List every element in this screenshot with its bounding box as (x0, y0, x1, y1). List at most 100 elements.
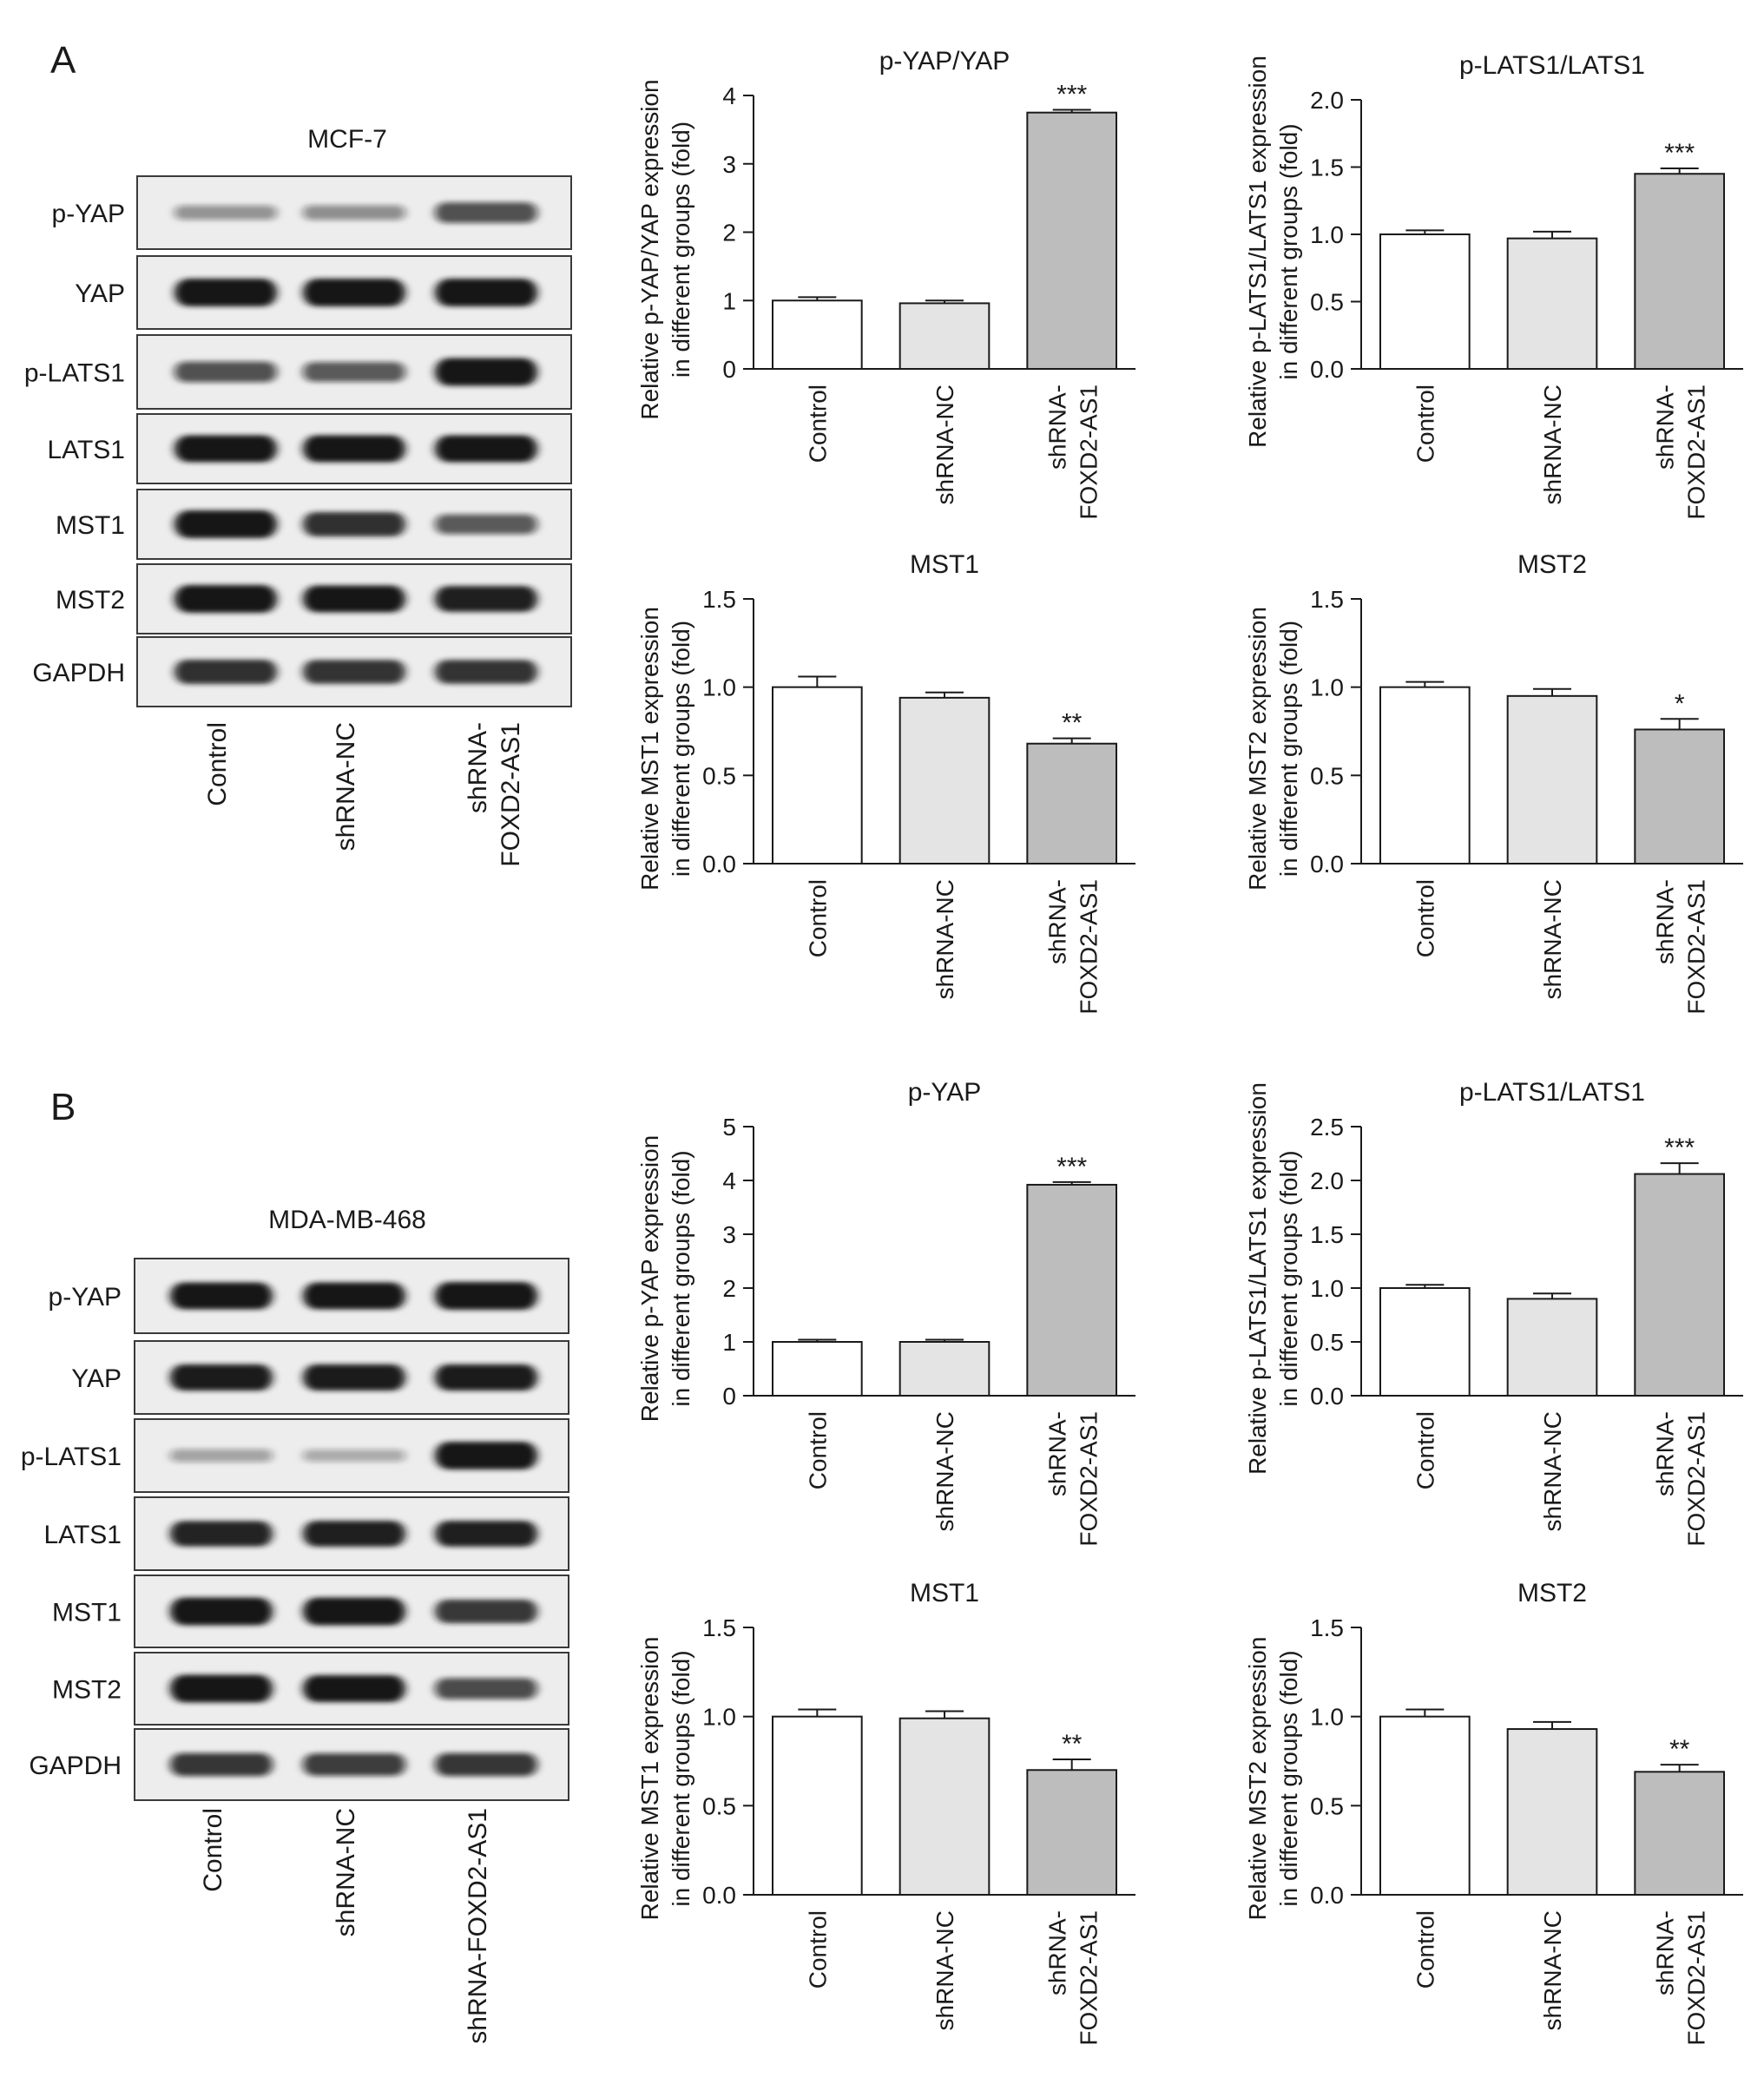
y-tick-label: 1.5 (702, 586, 736, 613)
bar-chart-B-mst1: MST1 0.0 0.5 1.0 1.5 Relative MST1 expression… (636, 1579, 1135, 2046)
significance-label: *** (1664, 139, 1695, 168)
bar-control (772, 299, 863, 370)
chart-title: p-LATS1/LATS1 (1459, 51, 1645, 80)
y-axis-label: Relative p-LATS1/LATS1 expression in diff… (1244, 1082, 1302, 1475)
x-tick-label: Control (1412, 1910, 1438, 1989)
blot-band (303, 1364, 405, 1391)
y-tick-label: 1.0 (1310, 674, 1344, 701)
blot-band (435, 1442, 537, 1469)
bar-control (1379, 686, 1471, 865)
x-tick-label: shRNA- FOXD2-AS1 (1652, 1910, 1710, 2046)
y-tick-label: 1 (722, 1329, 736, 1356)
bar-control (772, 1341, 863, 1397)
bar-shrna-nc (898, 1341, 991, 1397)
lane-label: shRNA-FOXD2-AS1 (464, 722, 525, 867)
blot-band (303, 1597, 405, 1626)
x-tick-label: shRNA- FOXD2-AS1 (1652, 1411, 1710, 1547)
bar-control (772, 1715, 863, 1896)
panel-letter: B (50, 1086, 76, 1128)
chart-title: MST1 (910, 1579, 979, 1607)
blot-row-label: MST1 (56, 511, 125, 540)
blot-band (303, 435, 405, 463)
y-tick-label: 1.0 (702, 1704, 736, 1731)
bar-shrna-foxd2-as1 (1634, 1771, 1726, 1896)
y-tick-label: 2 (722, 1275, 736, 1302)
blot-row-label: GAPDH (29, 1752, 122, 1780)
blot-band (435, 358, 537, 386)
blot-band (170, 1449, 273, 1463)
blot-panel-A: A MCF-7 p-YAP YAP p-LATS1 LATS1 MST1 MST2 GAPDH C… (24, 39, 572, 867)
y-axis-label: Relative MST1 expression in different gro… (636, 607, 694, 891)
bar-control (1379, 1715, 1471, 1896)
bar-shrna-nc (1506, 1298, 1598, 1397)
y-tick-label: 0.5 (1310, 762, 1344, 789)
bar-shrna-nc (898, 696, 991, 864)
bar-control (1379, 1287, 1471, 1397)
bar-shrna-foxd2-as1 (1634, 728, 1726, 865)
bar-shrna-foxd2-as1 (1026, 1769, 1118, 1897)
x-tick-label: Control (804, 385, 831, 463)
blot-band (303, 1282, 405, 1310)
blot-band (303, 1753, 405, 1776)
y-tick-label: 1.5 (1310, 154, 1344, 181)
blot-row-lats1: LATS1 (48, 413, 572, 484)
blot-band (435, 1678, 537, 1699)
blot-row-gapdh: GAPDH (32, 636, 572, 707)
x-tick-label: Control (1412, 1411, 1438, 1489)
y-tick-label: 1.5 (1310, 1614, 1344, 1641)
blot-row-yap: YAP (71, 1340, 569, 1415)
x-tick-label: Control (1412, 385, 1438, 463)
blot-band (303, 362, 405, 382)
blot-band (170, 1364, 273, 1391)
blot-row-label: LATS1 (48, 436, 126, 464)
blot-row-mst2: MST2 (56, 563, 572, 634)
y-axis-label: Relative MST2 expression in different gro… (1244, 607, 1302, 891)
blot-row-label: YAP (71, 1364, 122, 1393)
y-axis-label: Relative MST1 expression in different gro… (636, 1637, 694, 1921)
blot-row-label: MST1 (52, 1599, 122, 1627)
y-tick-label: 5 (722, 1114, 736, 1141)
bar-shrna-nc (1506, 1728, 1598, 1897)
blot-row-label: MST2 (56, 586, 125, 615)
y-tick-label: 0.0 (1310, 356, 1344, 383)
bar-chart-B-mst2: MST2 0.0 0.5 1.0 1.5 Relative MST2 expression… (1244, 1579, 1743, 2046)
y-tick-label: 1.5 (1310, 586, 1344, 613)
bar-chart-A-p-yap-yap: p-YAP/YAP 0 1 2 3 4 Relative p-YAP/YAP express… (636, 47, 1135, 520)
x-tick-label: shRNA- FOXD2-AS1 (1652, 879, 1710, 1015)
y-tick-label: 0.0 (1310, 1882, 1344, 1909)
blot-band (303, 1521, 405, 1547)
blot-band (435, 1752, 537, 1777)
blot-band (435, 1521, 537, 1547)
blot-row-label: LATS1 (44, 1521, 122, 1549)
significance-label: * (1675, 689, 1685, 718)
x-tick-label: shRNA- FOXD2-AS1 (1044, 1411, 1102, 1547)
bar-chart-A-mst2: MST2 0.0 0.5 1.0 1.5 Relative MST2 expression… (1244, 550, 1743, 1015)
y-tick-label: 1.5 (1310, 1221, 1344, 1248)
blot-row-label: p-YAP (49, 1283, 122, 1312)
significance-label: *** (1056, 81, 1087, 109)
x-tick-label: shRNA- FOXD2-AS1 (1652, 385, 1710, 520)
blot-band (174, 205, 277, 220)
bar-charts: p-YAP/YAP 0 1 2 3 4 Relative p-YAP/YAP express… (636, 47, 1743, 2046)
blot-row-mst2: MST2 (52, 1652, 569, 1726)
bar-chart-B-p-yap: p-YAP 0 1 2 3 4 5 Relative p-YAP expression in d… (636, 1078, 1135, 1547)
blot-band (170, 1597, 273, 1626)
y-tick-label: 3 (722, 151, 736, 178)
y-tick-label: 1.0 (1310, 1275, 1344, 1302)
x-tick-label: shRNA-NC (1539, 879, 1566, 999)
blot-band (303, 585, 405, 613)
x-tick-label: Control (804, 1910, 831, 1989)
bar-chart-A-p-lats1-lats1: p-LATS1/LATS1 0.0 0.5 1.0 1.5 2.0 Relative p-L… (1244, 51, 1743, 520)
x-tick-label: shRNA- FOXD2-AS1 (1044, 1910, 1102, 2046)
blot-band (174, 279, 277, 306)
bar-chart-B-p-lats1-lats1: p-LATS1/LATS1 0.0 0.5 1.0 1.5 2.0 2.5 Relative … (1244, 1078, 1743, 1547)
bar-control (772, 686, 863, 865)
chart-title: p-LATS1/LATS1 (1459, 1078, 1645, 1107)
y-tick-label: 1.0 (1310, 1704, 1344, 1731)
x-tick-label: shRNA-NC (931, 1910, 958, 2030)
y-tick-label: 0.5 (1310, 289, 1344, 316)
y-tick-label: 1.5 (702, 1614, 736, 1641)
x-tick-label: shRNA-NC (1539, 1411, 1566, 1531)
bar-shrna-nc (1506, 237, 1598, 370)
